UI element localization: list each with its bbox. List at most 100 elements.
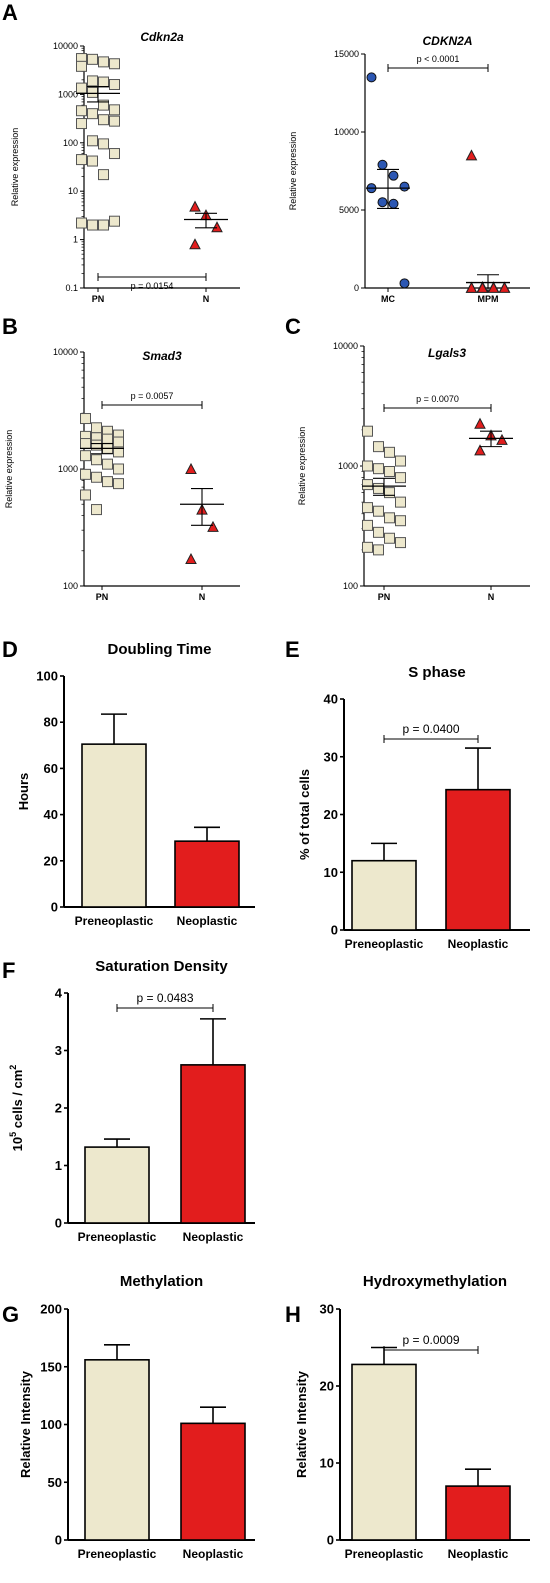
y-tick-label: 2	[55, 1101, 62, 1116]
data-point	[373, 441, 384, 453]
data-point	[102, 433, 113, 445]
chart-title: Lgals3	[428, 346, 466, 360]
chart-title: Cdkn2a	[140, 30, 184, 44]
y-tick-label: 20	[44, 853, 58, 868]
y-tick-label: 0	[354, 283, 359, 293]
data-point	[87, 155, 98, 167]
bar-neoplastic	[445, 788, 511, 931]
x-category-label: N	[203, 294, 210, 304]
panel-label-g: G	[2, 1302, 19, 1327]
bar-neoplastic	[180, 1422, 246, 1541]
y-tick-label: 30	[320, 1302, 334, 1317]
data-point	[76, 154, 87, 166]
chart-c: Lgals3 100 1000 10000 PN N Relative expression…	[297, 341, 530, 602]
p-value-label: p = 0.0483	[136, 991, 193, 1005]
data-point	[399, 278, 410, 289]
data-point	[87, 135, 98, 147]
data-point	[109, 104, 120, 116]
x-category-label: PN	[96, 592, 109, 602]
data-point	[362, 502, 373, 514]
data-point	[384, 465, 395, 477]
data-point	[76, 217, 87, 229]
data-point	[395, 472, 406, 484]
data-point	[91, 454, 102, 466]
data-point	[487, 281, 500, 293]
data-point	[80, 489, 91, 501]
data-point	[395, 515, 406, 527]
p-value-label: p = 0.0154	[131, 281, 174, 291]
data-point	[91, 471, 102, 483]
data-point	[109, 115, 120, 127]
x-category-label: Preneoplastic	[78, 1547, 157, 1561]
p-value-label: p < 0.0001	[417, 54, 460, 64]
y-tick-label: 0	[55, 1533, 62, 1548]
y-tick-label: 100	[343, 581, 358, 591]
data-point	[362, 425, 373, 437]
data-point	[109, 79, 120, 91]
y-tick-label: 15000	[334, 49, 359, 59]
x-category-label: PN	[378, 592, 391, 602]
data-point	[76, 82, 87, 94]
x-category-label: Neoplastic	[177, 914, 238, 928]
data-point	[80, 413, 91, 425]
p-value-label: p = 0.0057	[131, 391, 174, 401]
y-tick-label: 1000	[58, 89, 78, 99]
data-point	[87, 219, 98, 231]
bar-neoplastic	[174, 840, 240, 908]
data-point	[207, 520, 219, 532]
panel-label-c: C	[285, 314, 301, 339]
x-category-label: N	[488, 592, 495, 602]
data-point	[109, 58, 120, 70]
data-point	[113, 446, 124, 458]
y-tick-label: 10	[68, 186, 78, 196]
bar-neoplastic	[180, 1064, 246, 1224]
data-point	[395, 537, 406, 549]
chart-a1: Cdkn2a 0.1 1 10 100 1000 10000 PN N Relative expr…	[10, 30, 240, 304]
y-tick-label: 100	[40, 1417, 62, 1432]
data-point	[496, 433, 508, 445]
data-point	[211, 221, 223, 233]
y-axis-label: Hours	[16, 773, 31, 811]
chart-title: CDKN2A	[422, 34, 472, 48]
data-point	[87, 53, 98, 65]
data-point	[388, 198, 399, 209]
data-point	[474, 417, 486, 429]
y-tick-label: 0	[331, 923, 338, 938]
data-point	[474, 444, 486, 456]
y-tick-label: 10000	[333, 341, 358, 351]
y-tick-label: 0.1	[65, 283, 78, 293]
chart-title: Smad3	[142, 349, 182, 363]
panel-label-b: B	[2, 314, 18, 339]
data-point	[384, 487, 395, 499]
data-point	[98, 114, 109, 126]
x-category-label: Preneoplastic	[75, 914, 154, 928]
data-point	[109, 215, 120, 227]
x-category-label: MPM	[478, 294, 499, 304]
data-point	[384, 446, 395, 458]
panel-label-a: A	[2, 0, 18, 25]
data-point	[395, 496, 406, 508]
data-point	[113, 463, 124, 475]
p-value-label: p = 0.0070	[416, 394, 459, 404]
data-point	[189, 238, 201, 250]
data-point	[98, 76, 109, 88]
y-tick-label: 80	[44, 715, 58, 730]
chart-f: Saturation Density 0 1 2 3 4 Preneoplastic Neop…	[8, 958, 255, 1244]
data-point	[91, 504, 102, 516]
chart-g: Methylation 0 50 100 150 200 Preneoplastic Neop…	[18, 1273, 255, 1561]
y-axis-label: Relative expression	[297, 427, 307, 506]
bar-preneoplastic	[84, 1359, 150, 1541]
y-tick-label: 1000	[58, 464, 78, 474]
bar-neoplastic	[445, 1485, 511, 1541]
data-point	[102, 458, 113, 470]
data-point	[362, 519, 373, 531]
y-tick-label: 0	[51, 900, 58, 915]
chart-title: Saturation Density	[95, 958, 228, 975]
panel-label-d: D	[2, 637, 18, 662]
data-point	[373, 544, 384, 556]
data-point	[366, 72, 377, 83]
data-point	[465, 281, 478, 293]
data-point	[373, 482, 384, 494]
data-point	[388, 170, 399, 181]
bar-preneoplastic	[81, 743, 147, 908]
